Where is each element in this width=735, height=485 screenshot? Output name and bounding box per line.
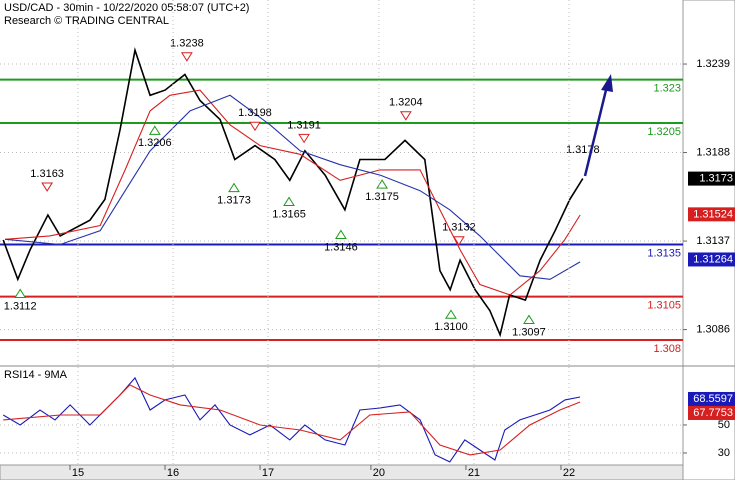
- pivot-high: [249, 121, 261, 132]
- price-marker: [688, 207, 735, 222]
- y-tick-label: 1.3188: [696, 146, 730, 158]
- forecast-arrow: [583, 85, 609, 177]
- pivot-high: [180, 52, 193, 62]
- level-label: 1.308: [653, 343, 681, 355]
- pivot-low: [283, 196, 295, 206]
- level-label: 1.3105: [647, 300, 681, 312]
- pivot-label: 1.3191: [287, 119, 321, 131]
- level-label: 1.323: [653, 83, 681, 95]
- pivot-low: [445, 309, 457, 319]
- price-marker: [688, 391, 735, 406]
- chart-title: USD/CAD - 30min - 10/22/2020 05:58:07 (U…: [4, 2, 249, 14]
- pivot-high: [41, 182, 54, 192]
- y-tick-label: 30: [718, 447, 730, 459]
- time-axis: [0, 464, 684, 481]
- level-label: 1.3205: [647, 126, 681, 138]
- pivot-low: [376, 179, 388, 189]
- x-tick-label: 21: [468, 467, 480, 479]
- panel-title: RSI14 - 9MA: [4, 369, 68, 381]
- price-marker-label: 1.3173: [699, 173, 733, 185]
- pivot-label: 1.3100: [434, 321, 468, 333]
- pivot-label: 1.3112: [4, 300, 37, 312]
- price-marker-label: 1.31264: [693, 253, 733, 265]
- pivot-label: 1.3178: [566, 144, 600, 156]
- x-tick-label: 16: [167, 467, 179, 479]
- x-tick-label: 20: [373, 467, 385, 479]
- pivot-low: [14, 288, 27, 298]
- pivot-low: [335, 229, 347, 239]
- arrow-head: [601, 74, 613, 92]
- pivot-high: [298, 133, 310, 144]
- pivot-high: [452, 236, 465, 246]
- pivot-label: 1.3173: [217, 195, 251, 207]
- pivot-label: 1.3238: [170, 38, 204, 50]
- y-tick-label: 1.3239: [696, 58, 730, 70]
- pivot-label: 1.3175: [365, 191, 399, 203]
- pivot-label: 1.3132: [442, 222, 476, 234]
- pivot-label: 1.3163: [30, 168, 64, 180]
- x-tick-label: 15: [72, 467, 84, 479]
- pivot-label: 1.3198: [238, 107, 272, 119]
- x-tick-label: 22: [563, 467, 575, 479]
- pivot-label: 1.3206: [138, 137, 172, 149]
- pivot-low: [228, 182, 240, 193]
- series-line: [2, 47, 584, 338]
- level-label: 1.3135: [647, 247, 681, 259]
- pivot-label: 1.3097: [512, 326, 546, 338]
- series-line: [3, 384, 581, 456]
- pivot-low: [148, 125, 161, 135]
- pivot-label: 1.3165: [272, 208, 306, 220]
- price-marker-label: 67.7753: [693, 407, 733, 419]
- price-marker-label: 68.5597: [693, 393, 733, 405]
- pivot-high: [399, 111, 412, 121]
- x-tick-label: 17: [262, 467, 274, 479]
- price-marker: [688, 252, 735, 267]
- series-line: [5, 94, 581, 280]
- pivot-label: 1.3204: [389, 97, 423, 109]
- pivot-label: 1.3146: [324, 241, 358, 253]
- pivot-low: [523, 314, 535, 325]
- price-marker: [688, 405, 735, 420]
- price-marker: [688, 171, 735, 186]
- subtitle: Research © TRADING CENTRAL: [4, 15, 169, 27]
- series-line: [5, 89, 581, 296]
- y-tick-label: 1.3137: [696, 235, 730, 247]
- y-tick-label: 50: [718, 419, 730, 431]
- y-tick-label: 1.3086: [696, 323, 730, 335]
- price-marker-label: 1.31524: [693, 208, 733, 220]
